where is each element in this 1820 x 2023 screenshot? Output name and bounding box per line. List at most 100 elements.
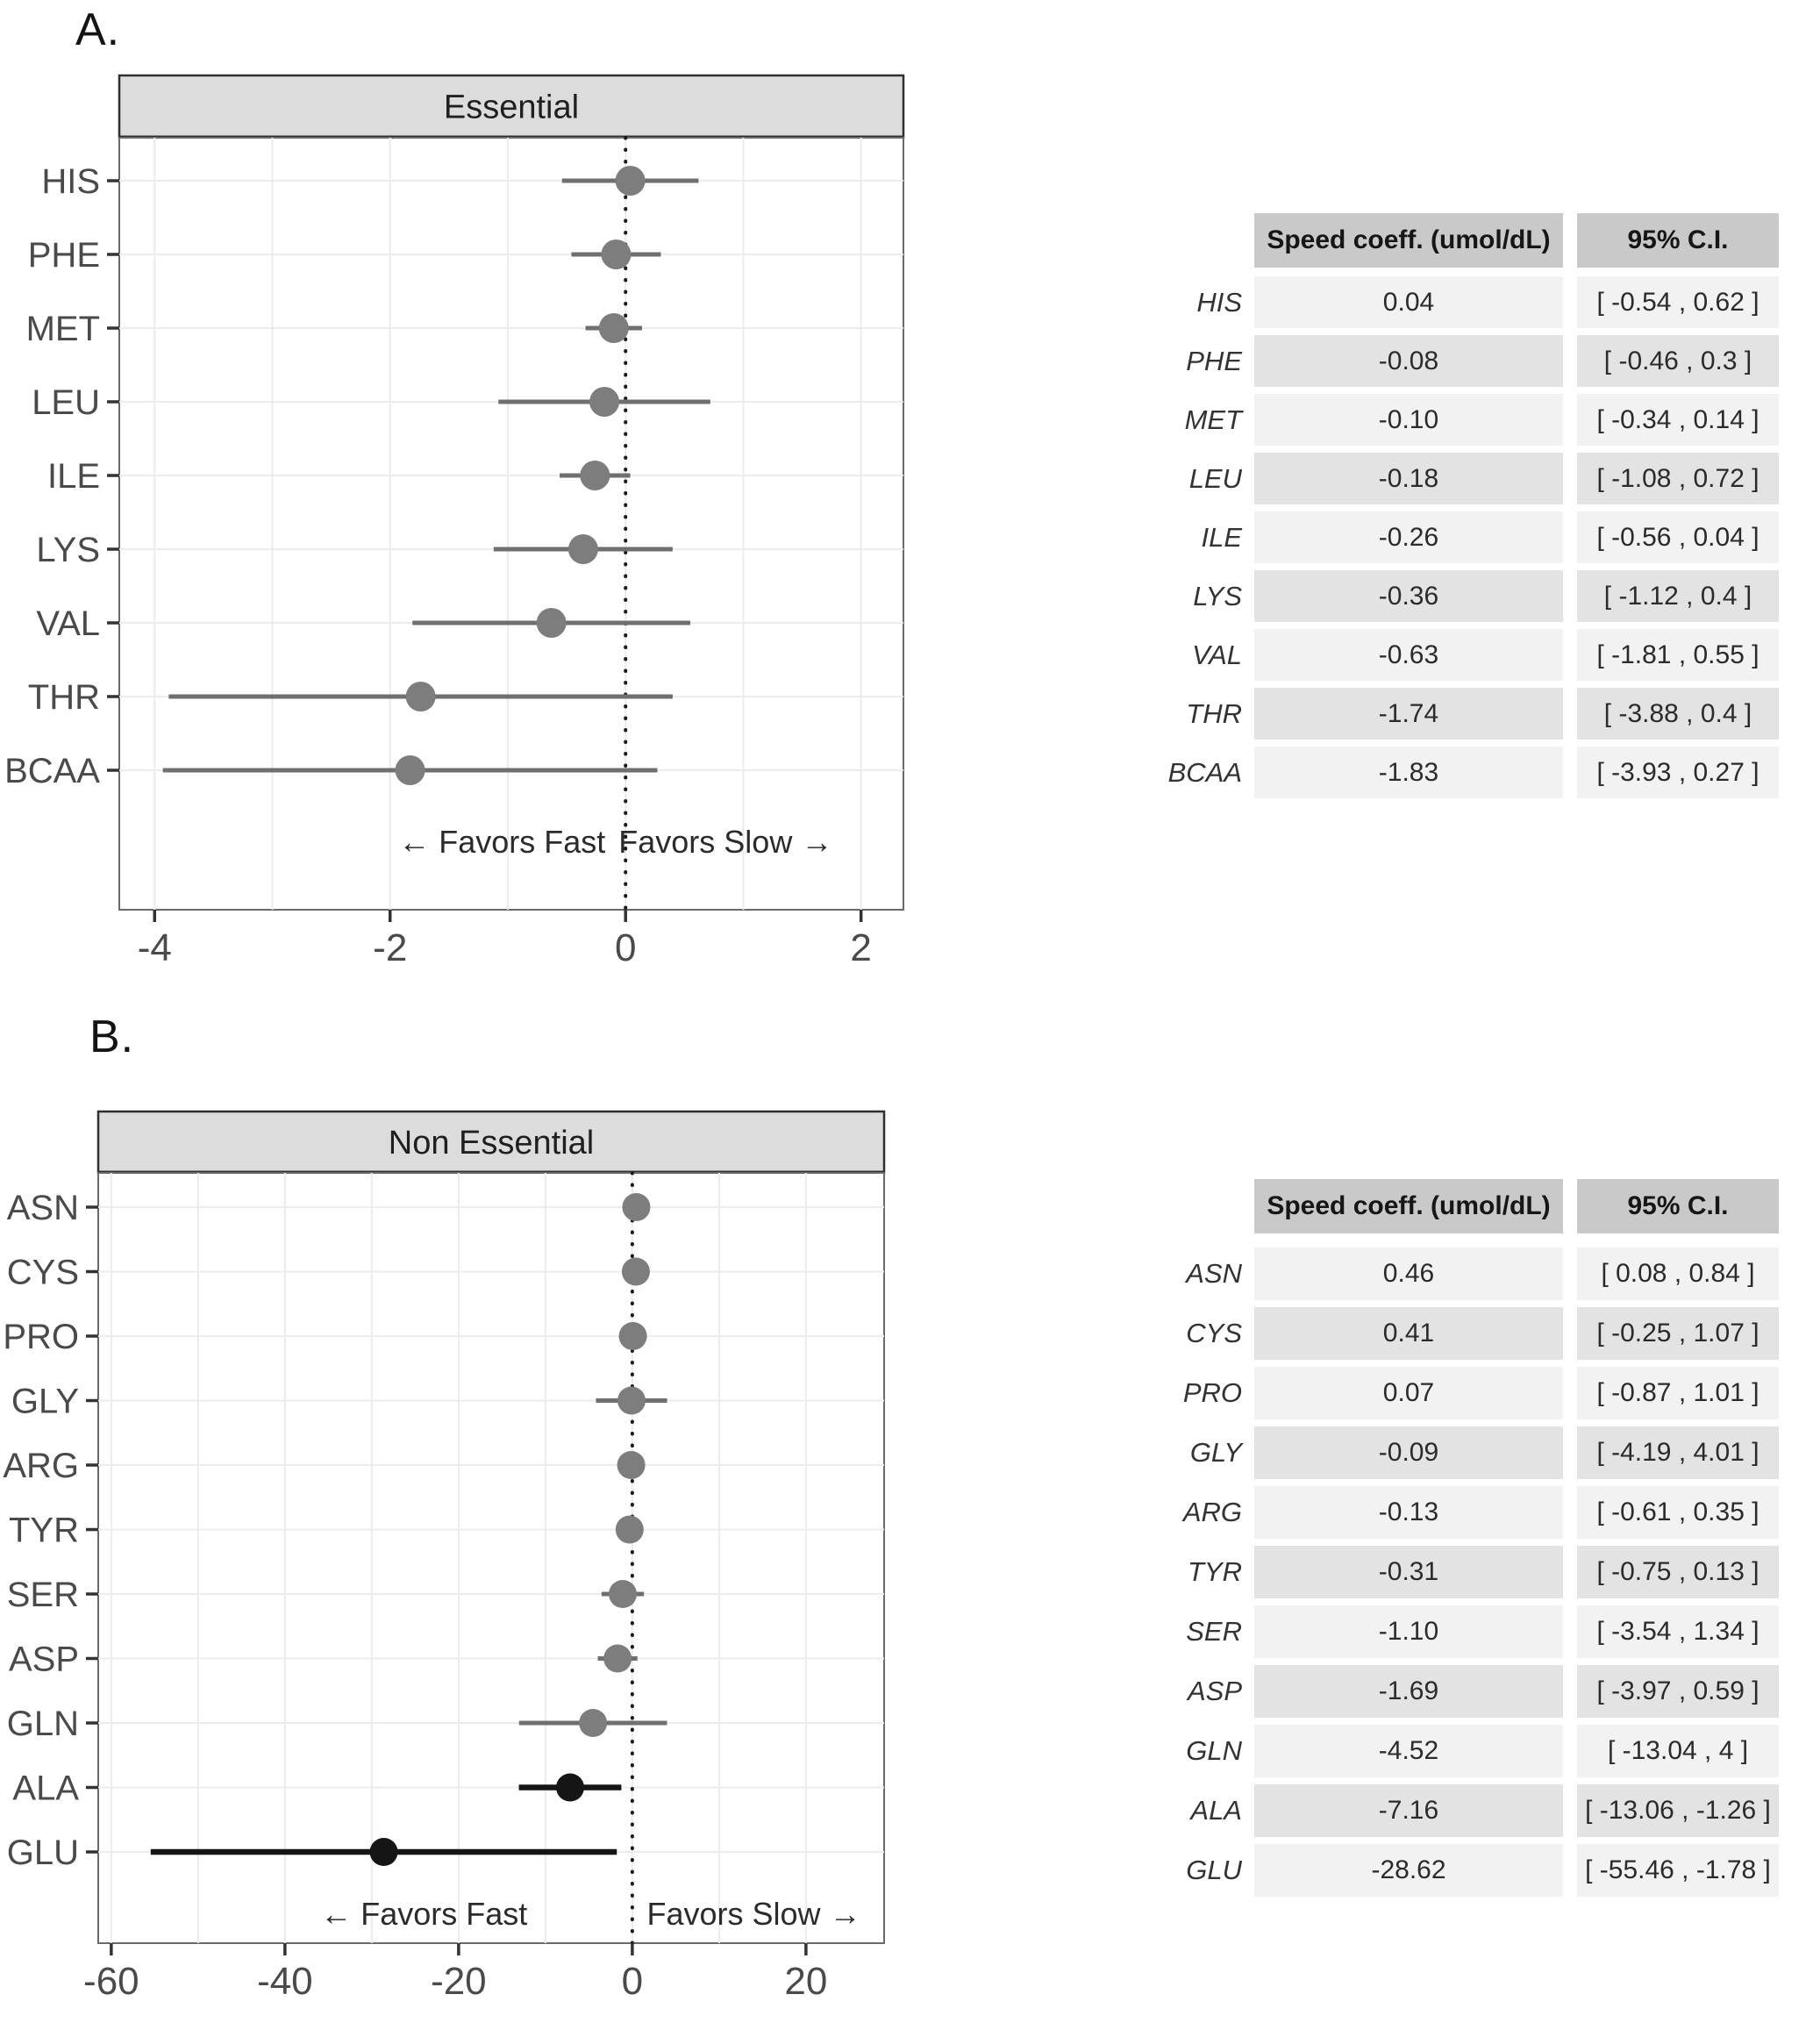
- row-label: PHE: [1186, 345, 1242, 376]
- estimate-point: [567, 534, 598, 564]
- row-label: CYS: [1186, 1318, 1242, 1348]
- y-axis-label: TYR: [9, 1512, 79, 1550]
- coeff-cell: -1.74: [1254, 688, 1563, 740]
- forest-plot-essential: Essential HIS PHE MET LEU ILE LYS VAL THR BCAA -4 -…: [4, 74, 905, 969]
- coeff-cell: -1.69: [1254, 1665, 1563, 1718]
- coeff-cell: -0.13: [1254, 1486, 1563, 1539]
- estimate-point: [555, 1773, 584, 1802]
- y-axis-label: MET: [26, 310, 100, 348]
- table-header-spacer: [1121, 1179, 1254, 1233]
- x-axis-tick-label: -4: [138, 926, 172, 969]
- coeff-cell: 0.07: [1254, 1367, 1563, 1419]
- estimate-point: [579, 1709, 608, 1737]
- table-row: GLN -4.52 [ -13.04 , 4 ]: [1121, 1725, 1788, 1777]
- table-row: ALA -7.16 [ -13.06 , -1.26 ]: [1121, 1784, 1788, 1837]
- y-axis-label: SER: [7, 1576, 79, 1614]
- ci-cell: [ -3.88 , 0.4 ]: [1577, 688, 1779, 740]
- row-label: MET: [1184, 404, 1242, 435]
- table-row: MET -0.10 [ -0.34 , 0.14 ]: [1121, 394, 1788, 446]
- row-label: LYS: [1193, 580, 1242, 611]
- ci-cell: [ -13.04 , 4 ]: [1577, 1725, 1779, 1777]
- x-axis-tick-label: -60: [83, 1960, 139, 2003]
- strip-header: [96, 1110, 886, 1175]
- table-row: VAL -0.63 [ -1.81 , 0.55 ]: [1121, 629, 1788, 681]
- row-label: GLU: [1186, 1855, 1242, 1885]
- ci-cell: [ -0.61 , 0.35 ]: [1577, 1486, 1779, 1539]
- table-row: ARG -0.13 [ -0.61 , 0.35 ]: [1121, 1486, 1788, 1539]
- y-axis-label: ALA: [12, 1769, 79, 1808]
- coeff-header: Speed coeff. (umol/dL): [1254, 1179, 1563, 1233]
- row-label: GLY: [1189, 1437, 1242, 1468]
- panel-area: [118, 137, 904, 911]
- coeff-cell: 0.46: [1254, 1247, 1563, 1300]
- table-row: HIS 0.04 [ -0.54 , 0.62 ]: [1121, 276, 1788, 328]
- table-non-essential: Speed coeff. (umol/dL) 95% C.I. ASN 0.46 [ 0…: [1121, 1179, 1788, 1904]
- table-row: TYR -0.31 [ -0.75 , 0.13 ]: [1121, 1546, 1788, 1598]
- coeff-cell: -0.26: [1254, 511, 1563, 563]
- forest-plot-non-essential: Non Essential ASN CYS PRO GLY ARG TYR SER ASP GLN…: [3, 1110, 886, 2003]
- y-axis-label: LEU: [32, 383, 100, 422]
- x-axis-tick-label: 2: [850, 926, 871, 969]
- table-row: ILE -0.26 [ -0.56 , 0.04 ]: [1121, 511, 1788, 563]
- y-axis-label: THR: [28, 678, 100, 717]
- estimate-point: [369, 1838, 398, 1866]
- estimate-point: [598, 313, 629, 343]
- estimate-point: [603, 1644, 632, 1673]
- row-label: ILE: [1201, 521, 1242, 553]
- y-axis-label: GLU: [7, 1834, 79, 1872]
- coeff-cell: 0.04: [1254, 276, 1563, 328]
- row-label: HIS: [1196, 286, 1242, 318]
- x-axis-tick-label: 0: [615, 926, 636, 969]
- ci-cell: [ -4.19 , 4.01 ]: [1577, 1426, 1779, 1479]
- estimate-point: [589, 387, 620, 417]
- estimate-point: [608, 1580, 637, 1608]
- ci-cell: [ -0.87 , 1.01 ]: [1577, 1367, 1779, 1419]
- estimate-point: [622, 1193, 651, 1221]
- row-label: GLN: [1186, 1735, 1242, 1766]
- ci-cell: [ -1.81 , 0.55 ]: [1577, 629, 1779, 681]
- row-label: THR: [1186, 697, 1242, 729]
- row-label: ALA: [1190, 1795, 1242, 1826]
- table-row: THR -1.74 [ -3.88 , 0.4 ]: [1121, 688, 1788, 740]
- y-axis-label: HIS: [41, 162, 100, 201]
- favors-fast-annotation: ← Favors Fast: [398, 824, 605, 860]
- estimate-point: [601, 239, 632, 269]
- coeff-cell: 0.41: [1254, 1307, 1563, 1360]
- x-axis-tick-label: -2: [373, 926, 407, 969]
- table-row: LYS -0.36 [ -1.12 , 0.4 ]: [1121, 570, 1788, 622]
- coeff-header: Speed coeff. (umol/dL): [1254, 213, 1563, 268]
- coeff-cell: -28.62: [1254, 1844, 1563, 1897]
- row-label: SER: [1186, 1616, 1242, 1647]
- table-row: ASN 0.46 [ 0.08 , 0.84 ]: [1121, 1247, 1788, 1300]
- ci-cell: [ -3.93 , 0.27 ]: [1577, 747, 1779, 798]
- coeff-cell: -0.08: [1254, 335, 1563, 387]
- coeff-cell: -1.83: [1254, 747, 1563, 798]
- favors-slow-annotation: Favors Slow →: [646, 1896, 860, 1932]
- coeff-cell: -1.10: [1254, 1605, 1563, 1658]
- table-header-spacer: [1121, 213, 1254, 268]
- estimate-point: [618, 1322, 647, 1350]
- table-row: PHE -0.08 [ -0.46 , 0.3 ]: [1121, 335, 1788, 387]
- ci-cell: [ -0.46 , 0.3 ]: [1577, 335, 1779, 387]
- table-header-row: Speed coeff. (umol/dL) 95% C.I.: [1121, 213, 1788, 268]
- favors-slow-annotation: Favors Slow →: [618, 824, 832, 860]
- coeff-cell: -4.52: [1254, 1725, 1563, 1777]
- row-label: ASP: [1187, 1676, 1242, 1706]
- table-row: CYS 0.41 [ -0.25 , 1.07 ]: [1121, 1307, 1788, 1360]
- ci-header: 95% C.I.: [1577, 213, 1779, 268]
- ci-header: 95% C.I.: [1577, 1179, 1779, 1233]
- estimate-point: [617, 1451, 646, 1479]
- y-axis-label: CYS: [7, 1254, 79, 1292]
- estimate-point: [617, 1386, 646, 1415]
- estimate-point: [615, 166, 646, 196]
- y-axis-label: BCAA: [4, 752, 100, 790]
- row-label: PRO: [1182, 1377, 1242, 1408]
- x-axis-tick-label: -20: [431, 1960, 487, 2003]
- row-label: ARG: [1182, 1497, 1242, 1527]
- x-axis-tick-label: 20: [784, 1960, 827, 2003]
- ci-cell: [ 0.08 , 0.84 ]: [1577, 1247, 1779, 1300]
- y-axis-label: PHE: [28, 236, 100, 275]
- table-essential: Speed coeff. (umol/dL) 95% C.I. HIS 0.04 [ -…: [1121, 213, 1788, 805]
- favors-fast-annotation: ← Favors Fast: [320, 1896, 527, 1932]
- estimate-point: [580, 461, 610, 490]
